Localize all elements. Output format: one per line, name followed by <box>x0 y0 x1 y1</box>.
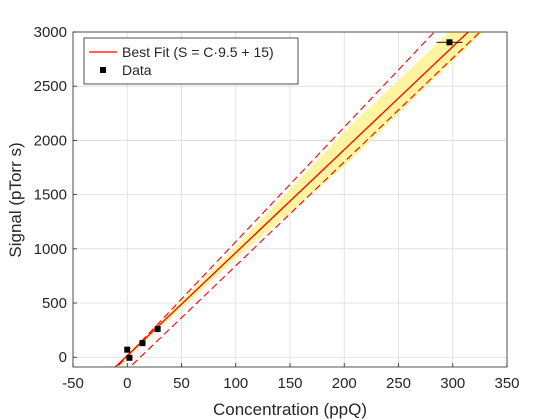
legend-fit-label: Best Fit (S = C·9.5 + 15) <box>122 44 274 60</box>
fit-line-layer <box>114 32 481 367</box>
legend-data-swatch <box>100 67 106 73</box>
data-point <box>124 346 131 353</box>
legend-data-label: Data <box>122 62 152 78</box>
x-tick-label: 250 <box>386 375 411 392</box>
x-axis-label: Concentration (ppQ) <box>213 400 367 419</box>
data-point <box>139 340 146 347</box>
data-point <box>446 39 453 46</box>
upper-bound-dashed-line <box>116 32 436 367</box>
data-point <box>126 354 133 361</box>
y-tick-label: 1500 <box>34 187 67 204</box>
x-tick-label: -50 <box>62 375 84 392</box>
data-point-layer <box>124 39 463 361</box>
x-tick-label: 150 <box>277 375 302 392</box>
y-tick-label: 1000 <box>34 241 67 258</box>
legend: Best Fit (S = C·9.5 + 15) Data <box>83 37 299 85</box>
confidence-band-layer <box>120 32 484 367</box>
y-tick-label: 2500 <box>34 78 67 95</box>
y-tick-label: 2000 <box>34 132 67 149</box>
x-tick-label: 300 <box>440 375 465 392</box>
y-tick-label: 0 <box>59 349 67 366</box>
x-tick-label: 100 <box>223 375 248 392</box>
data-point <box>154 326 161 333</box>
lower-bound-dashed-line <box>129 32 481 367</box>
legend-box <box>83 37 299 85</box>
y-axis-label: Signal (pTorr s) <box>6 142 25 257</box>
y-tick-label: 3000 <box>34 24 67 41</box>
x-tick-label: 350 <box>494 375 519 392</box>
x-tick-label: 50 <box>173 375 190 392</box>
confidence-band <box>120 32 484 367</box>
tick-layer: -50 0 50 100 150 200 250 300 350 0 500 1000 1500 2000… <box>34 24 520 392</box>
x-tick-label: 0 <box>123 375 131 392</box>
x-tick-label: 200 <box>332 375 357 392</box>
y-tick-label: 500 <box>42 295 67 312</box>
best-fit-line <box>114 32 470 367</box>
